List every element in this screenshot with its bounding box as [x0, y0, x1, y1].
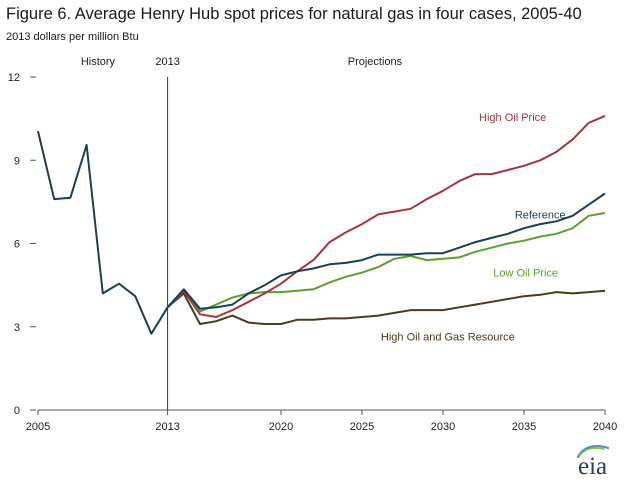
series-line-reference: [166, 192, 606, 310]
series-label-reference: Reference: [515, 209, 566, 221]
series-label-high-oil-price: High Oil Price: [479, 112, 546, 124]
series-label-low-oil-price: Low Oil Price: [493, 268, 558, 280]
y-tick-label-12: 12: [8, 72, 20, 84]
eia-logo: eia: [574, 443, 622, 479]
y-axis-units: 2013 dollars per million Btu: [6, 31, 139, 43]
series-line-low-oil-price: [166, 212, 606, 313]
projections-label: Projections: [348, 56, 403, 68]
x-tick-label-2035: 2035: [512, 421, 536, 433]
series-line-high-oil-and-gas-resource: [166, 289, 606, 325]
series-line-high-oil-price: [166, 114, 606, 318]
x-tick-label-2030: 2030: [431, 421, 455, 433]
history-label: History: [81, 56, 116, 68]
x-tick-label-2005: 2005: [26, 421, 50, 433]
svg-text:eia: eia: [578, 453, 607, 479]
divider-year-label: 2013: [155, 56, 179, 68]
x-tick-label-2013: 2013: [155, 421, 179, 433]
x-tick-label-2040: 2040: [593, 421, 617, 433]
x-tick-label-2025: 2025: [350, 421, 374, 433]
x-tick-label-2020: 2020: [269, 421, 293, 433]
y-tick-label-6: 6: [14, 239, 20, 251]
history-line: [37, 130, 169, 335]
chart-title: Figure 6. Average Henry Hub spot prices …: [6, 5, 582, 23]
y-tick-label-0: 0: [14, 405, 20, 417]
y-tick-label-3: 3: [14, 322, 20, 334]
series-label-high-oil-and-gas-resource: High Oil and Gas Resource: [381, 331, 515, 343]
y-tick-label-9: 9: [14, 155, 20, 167]
